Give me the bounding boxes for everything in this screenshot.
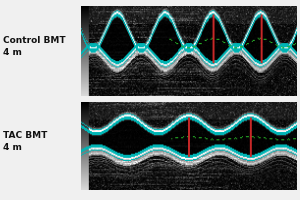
Text: Control BMT
4 m: Control BMT 4 m bbox=[3, 36, 66, 57]
Text: TAC BMT
4 m: TAC BMT 4 m bbox=[3, 131, 47, 152]
